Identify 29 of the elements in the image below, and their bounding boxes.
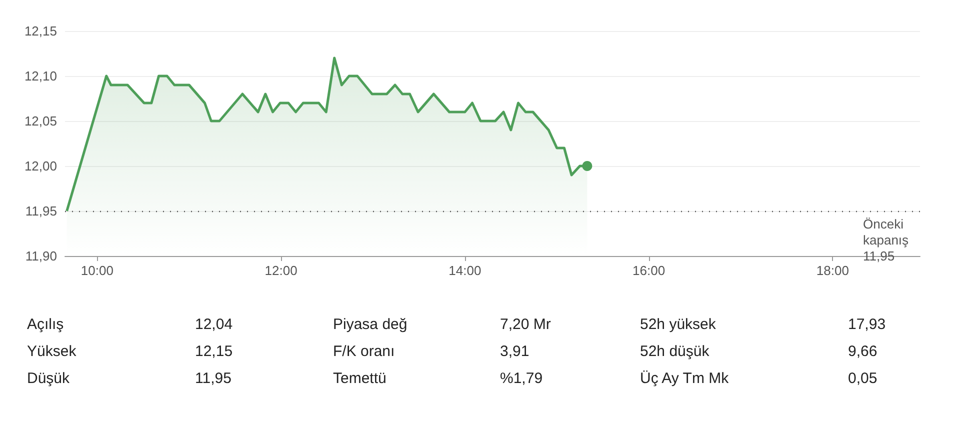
x-tick-label: 10:00 <box>80 263 114 278</box>
text: 17,93 <box>848 316 886 333</box>
text: Temettü <box>333 370 386 387</box>
y-tick-label: 12,10 <box>24 68 57 84</box>
text: 0,05 <box>848 370 878 387</box>
text: 7,20 Mr <box>500 316 551 333</box>
text: Üç Ay Tm Mk <box>640 370 729 387</box>
text: 12,04 <box>195 316 233 333</box>
text: Açılış <box>27 316 64 333</box>
x-tick-label: 16:00 <box>632 263 666 278</box>
x-tick-label: 18:00 <box>816 263 849 278</box>
text: F/K oranı <box>333 343 395 360</box>
text: 9,66 <box>848 343 878 360</box>
y-tick-label: 12,15 <box>24 24 57 38</box>
text: 52h yüksek <box>640 316 716 333</box>
text: Piyasa değ <box>333 316 408 333</box>
text: 52h düşük <box>640 343 710 360</box>
text: Düşük <box>27 370 70 387</box>
y-tick-label: 11,95 <box>25 204 57 218</box>
y-tick-label: 12,05 <box>24 114 57 128</box>
text: 11,95 <box>195 370 232 387</box>
y-tick-label: 11,90 <box>25 248 57 264</box>
x-tick-label: 14:00 <box>448 263 482 278</box>
text: 3,91 <box>500 343 530 360</box>
x-tick-label: 12:00 <box>264 263 298 278</box>
text: Yüksek <box>27 343 76 360</box>
y-tick-label: 12,00 <box>24 158 57 174</box>
text: %1,79 <box>500 370 543 387</box>
text: 12,15 <box>195 343 233 360</box>
